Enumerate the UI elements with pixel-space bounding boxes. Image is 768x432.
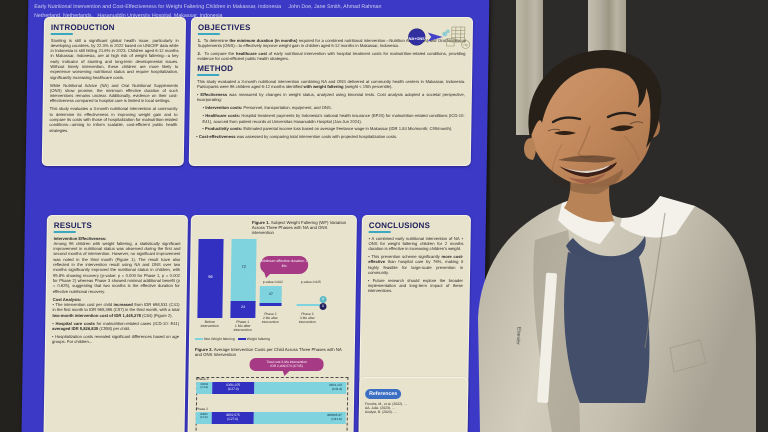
svg-text:NA+ONS: NA+ONS [409,37,425,41]
svg-text:Elsevier: Elsevier [515,327,522,345]
